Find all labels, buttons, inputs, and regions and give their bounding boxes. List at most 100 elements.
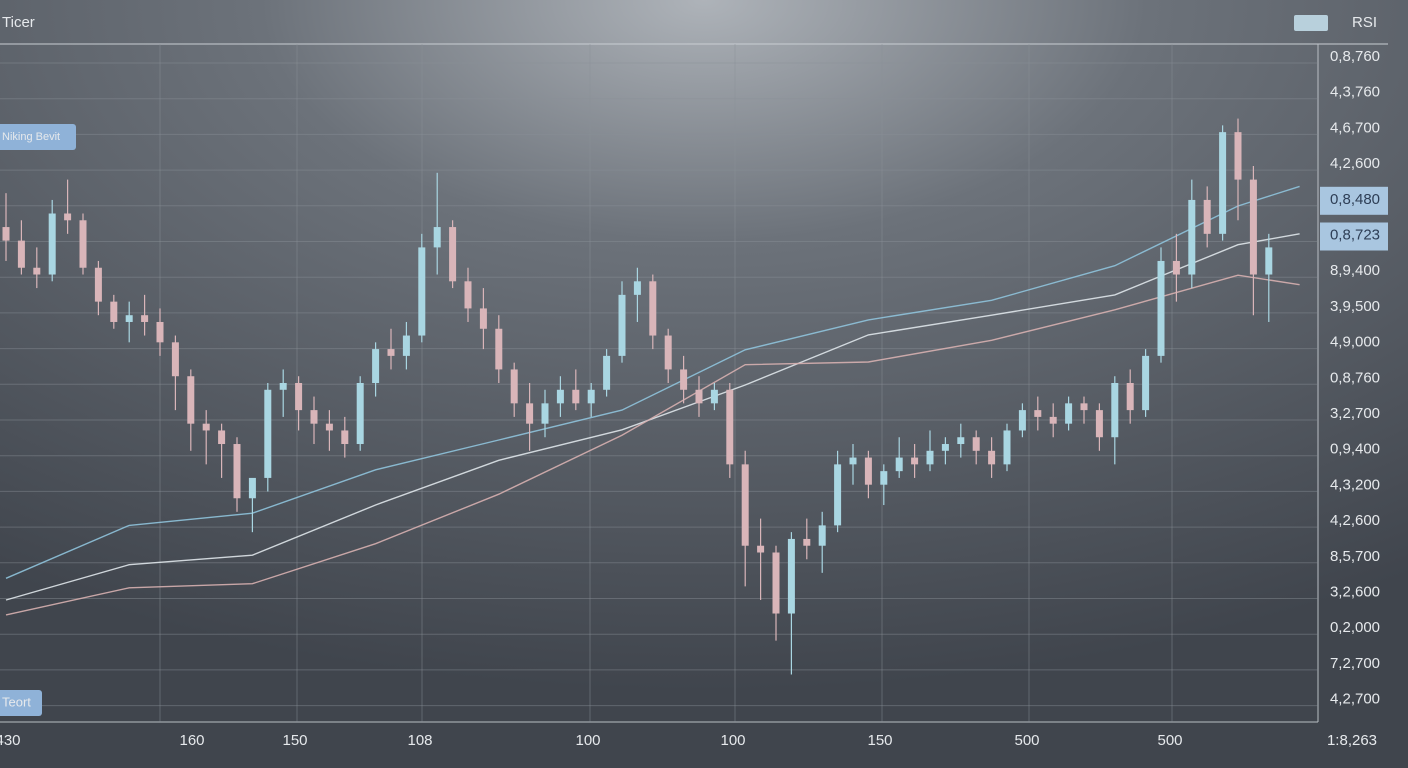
candle-body xyxy=(449,227,457,282)
candle-body xyxy=(1126,383,1134,411)
plot xyxy=(2,118,1300,675)
candle-body xyxy=(310,410,318,424)
grid xyxy=(0,44,1318,722)
candle-body xyxy=(171,342,179,377)
candle-body xyxy=(79,220,87,268)
candle-body xyxy=(726,389,734,465)
price-highlight xyxy=(1320,222,1388,251)
legend-swatch xyxy=(1294,15,1328,31)
candle-body xyxy=(248,477,256,499)
candle-body xyxy=(1065,403,1073,424)
x-axis-label: 100 xyxy=(720,732,745,749)
y-axis-label: 4,2,600 xyxy=(1330,155,1380,172)
y-axis-label: 0,8,723 xyxy=(1330,226,1380,243)
candle-body xyxy=(680,369,688,390)
candle-body xyxy=(202,423,210,431)
candle-body xyxy=(572,389,580,404)
candle-body xyxy=(187,376,195,424)
candle-body xyxy=(834,464,842,526)
candle-body xyxy=(1142,355,1150,411)
candle-body xyxy=(464,281,472,309)
candle-body xyxy=(864,457,872,485)
candle-body xyxy=(618,294,626,356)
x-axis-label: 150 xyxy=(867,732,892,749)
candle-body xyxy=(64,213,72,221)
y-axis-label: 0,2,000 xyxy=(1330,619,1380,636)
y-axis-label: 4,9,000 xyxy=(1330,334,1380,351)
x-axis-label: 150 xyxy=(282,732,307,749)
y-axis-label: 4,3,760 xyxy=(1330,84,1380,101)
candle-body xyxy=(603,355,611,390)
moving-average xyxy=(5,233,1300,601)
candle-body xyxy=(787,538,795,614)
y-axis-label: 0,8,480 xyxy=(1330,191,1380,208)
x-axis-label: 108 xyxy=(407,732,432,749)
candle-body xyxy=(1003,430,1011,465)
candle-body xyxy=(556,389,564,404)
candle-body xyxy=(17,240,25,268)
y-axis-label: 4,6,700 xyxy=(1330,119,1380,136)
y-axis-label: 3,2,700 xyxy=(1330,405,1380,422)
candle-body xyxy=(141,315,149,322)
candle-body xyxy=(356,383,364,445)
candle-body xyxy=(911,457,919,465)
candle-body xyxy=(325,423,333,431)
candle-body xyxy=(1249,179,1257,275)
candle-body xyxy=(264,389,272,478)
candle-body xyxy=(849,457,857,465)
y-axis-label: 0,8,760 xyxy=(1330,48,1380,65)
candle-body xyxy=(1188,199,1196,275)
candle-body xyxy=(233,444,241,499)
candle-body xyxy=(48,213,56,275)
candle-body xyxy=(649,281,657,336)
candle-body xyxy=(957,437,965,445)
candle-body xyxy=(433,227,441,248)
candle-body xyxy=(1095,410,1103,438)
candle-body xyxy=(33,267,41,275)
candle-body xyxy=(510,369,518,404)
x-axis-label: 1:8,263 xyxy=(1327,732,1377,749)
candle-body xyxy=(156,321,164,343)
y-axis-label: 3,2,600 xyxy=(1330,583,1380,600)
candle-body xyxy=(1080,403,1088,411)
candle-body xyxy=(1157,260,1165,356)
y-axis-label: 3,9,500 xyxy=(1330,298,1380,315)
candle-body xyxy=(372,349,380,383)
y-axis-label: 8,5,700 xyxy=(1330,548,1380,565)
candle-body xyxy=(541,403,549,424)
candle-body xyxy=(880,471,888,485)
candle-body xyxy=(1265,247,1273,275)
x-axis-label: 160 xyxy=(179,732,204,749)
candle-body xyxy=(803,538,811,546)
x-axis-label: 100 xyxy=(575,732,600,749)
candle-body xyxy=(2,227,10,241)
candle-body xyxy=(926,450,934,465)
candle-body xyxy=(110,301,118,322)
candle-body xyxy=(1049,416,1057,424)
y-axis-label: 7,2,700 xyxy=(1330,655,1380,672)
candle-body xyxy=(218,430,226,445)
candle-body xyxy=(495,328,503,370)
candle-body xyxy=(941,444,949,451)
candle-body xyxy=(587,389,595,404)
y-axis-label: 4,2,700 xyxy=(1330,691,1380,708)
candle-body xyxy=(418,247,426,336)
x-axis-label: 500 xyxy=(1014,732,1039,749)
candle-body xyxy=(695,389,703,404)
y-axis-label: 0,9,400 xyxy=(1330,441,1380,458)
candle-body xyxy=(94,267,102,302)
candle-body xyxy=(772,552,780,614)
candle-body xyxy=(664,335,672,370)
candle-body xyxy=(479,308,487,329)
candle-body xyxy=(1034,410,1042,417)
candle-body xyxy=(125,315,133,322)
x-axis-label: 430 xyxy=(0,732,21,749)
candle-body xyxy=(988,450,996,465)
y-axis-label: 4,3,200 xyxy=(1330,476,1380,493)
price-highlight xyxy=(1320,186,1388,215)
candle-body xyxy=(741,464,749,546)
candle-body xyxy=(710,389,718,404)
candle-body xyxy=(387,349,395,356)
